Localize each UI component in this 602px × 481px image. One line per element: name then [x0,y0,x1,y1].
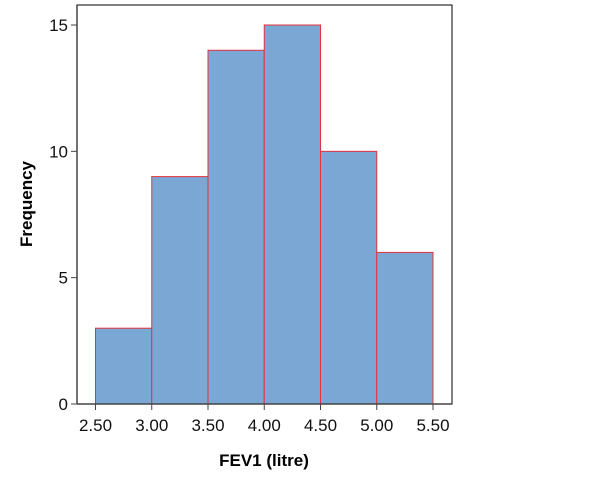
histogram-bar [376,251,434,405]
y-tick-label: 10 [49,142,68,161]
x-tick-label: 4.50 [304,416,337,435]
histogram-bar [207,49,265,405]
y-axis-label: Frequency [17,160,36,247]
x-tick-label: 5.00 [360,416,393,435]
y-tick-label: 0 [59,395,68,414]
x-tick-label: 3.00 [135,416,168,435]
histogram-bar [95,327,153,405]
x-tick-label: 3.50 [191,416,224,435]
x-tick-label: 5.50 [416,416,449,435]
x-tick-label: 2.50 [79,416,112,435]
x-tick-label: 4.00 [248,416,281,435]
histogram-bar [320,150,378,405]
histogram-bar [151,176,209,405]
histogram-bar [263,24,321,405]
y-tick-label: 15 [49,16,68,35]
x-axis-label: FEV1 (litre) [219,451,309,470]
y-tick-label: 5 [59,269,68,288]
